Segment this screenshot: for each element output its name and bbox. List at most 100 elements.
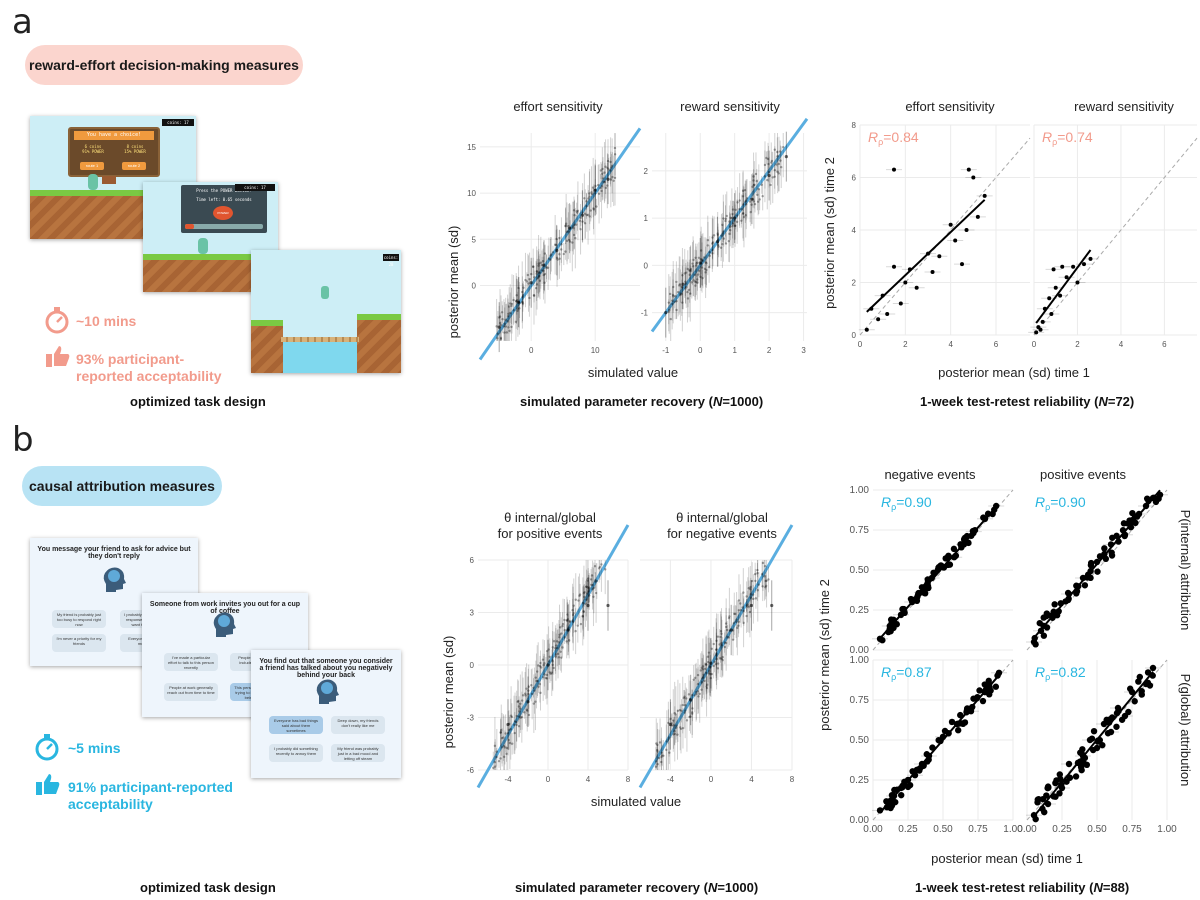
data-point [504, 318, 507, 322]
data-point [567, 626, 570, 630]
data-point [721, 242, 724, 246]
x-tick-label: 0.75 [1122, 824, 1142, 835]
data-point [590, 191, 593, 194]
data-point [752, 179, 755, 182]
data-point [719, 635, 722, 639]
data-point [676, 733, 679, 736]
data-point [675, 308, 678, 312]
data-point [543, 272, 547, 276]
data-point [935, 564, 942, 571]
data-point [516, 700, 519, 704]
data-point [724, 625, 728, 629]
data-point [708, 254, 711, 258]
acceptability-rating: 93% participant-reported acceptability [76, 351, 222, 384]
data-point [690, 281, 694, 284]
data-point [665, 740, 669, 743]
annotation-subscript: ρ [1052, 137, 1057, 147]
data-point [600, 189, 603, 193]
data-point [515, 723, 518, 727]
data-point [685, 719, 689, 722]
column-title: negative events [884, 467, 976, 482]
option-card[interactable]: I've made a particular effort to talk to… [164, 653, 218, 671]
x-axis-label: posterior mean (sd) time 1 [938, 365, 1090, 380]
y-tick-label: -6 [467, 766, 475, 775]
data-point [668, 722, 672, 727]
data-point [493, 760, 497, 764]
data-point [587, 197, 590, 200]
data-point [568, 226, 572, 230]
y-axis-label: posterior mean (sd) time 2 [822, 157, 837, 309]
option-card[interactable]: I probably did something recently to ann… [269, 744, 323, 762]
data-point [741, 189, 745, 193]
data-point [1131, 698, 1138, 705]
option-card-selected[interactable]: Everyone has bad things said about them … [269, 716, 323, 734]
option-card[interactable]: People at work generally reach out from … [164, 683, 218, 701]
data-point [689, 292, 692, 295]
data-point [584, 585, 588, 588]
data-point [525, 708, 529, 711]
y-tick-label: 0.25 [850, 605, 870, 616]
data-point [546, 266, 550, 269]
data-point [533, 689, 536, 692]
data-point [561, 622, 565, 626]
data-point [745, 595, 748, 598]
data-point [1034, 330, 1039, 335]
data-point [1058, 781, 1065, 788]
annotation-symbol: R [868, 129, 878, 145]
data-point [750, 197, 754, 201]
data-point [778, 150, 782, 153]
data-point [695, 280, 698, 284]
option-card[interactable]: My friend was probably just in a bad moo… [331, 744, 385, 762]
data-point [550, 671, 553, 674]
data-point [715, 652, 718, 655]
data-point [767, 173, 771, 178]
data-point [930, 270, 935, 274]
data-point [700, 259, 704, 262]
reliability-plot-positive-internal: Rρ=0.90 [1026, 489, 1168, 651]
identity-line [476, 524, 630, 789]
data-point [742, 212, 745, 215]
recovery-point-cloud [492, 560, 607, 770]
data-point [606, 166, 609, 170]
power-button[interactable]: POWER [213, 206, 233, 220]
option-card[interactable]: My friend is probably just too busy to r… [52, 610, 106, 628]
data-point [584, 212, 587, 216]
data-point [678, 708, 682, 712]
data-point [1060, 264, 1065, 269]
data-point [707, 265, 711, 269]
head-brain-icon [316, 679, 339, 704]
data-point [591, 186, 595, 189]
y-tick-label: 6 [852, 174, 857, 183]
reliability-point-cloud [1031, 494, 1162, 648]
data-point [532, 702, 536, 705]
option-card[interactable]: Deep down, my friends don't really like … [331, 716, 385, 734]
data-point [555, 256, 559, 260]
data-point [675, 299, 678, 303]
data-point [502, 744, 506, 748]
data-point [519, 716, 522, 719]
data-point [709, 672, 712, 676]
data-point [611, 175, 614, 179]
data-point [535, 283, 539, 286]
data-point [994, 672, 1001, 679]
data-point [918, 584, 926, 591]
route-2-button[interactable]: route 2 [122, 162, 146, 170]
data-point [579, 216, 583, 219]
data-point [560, 632, 563, 635]
data-point [509, 302, 512, 305]
option-card[interactable]: I'm never a priority for my friends [52, 634, 106, 652]
data-point [1149, 664, 1157, 672]
data-point [545, 677, 549, 680]
annotation-value: =0.90 [896, 494, 932, 510]
chart-title: reward sensitivity [1074, 99, 1174, 114]
data-point [566, 628, 570, 632]
data-point [530, 684, 533, 687]
data-point [731, 638, 735, 641]
route-1-button[interactable]: route 1 [80, 162, 104, 170]
data-point [712, 664, 715, 668]
data-point [551, 660, 554, 663]
data-point [584, 602, 587, 606]
data-point [1073, 590, 1080, 597]
data-point [655, 742, 658, 745]
data-point [588, 215, 591, 218]
